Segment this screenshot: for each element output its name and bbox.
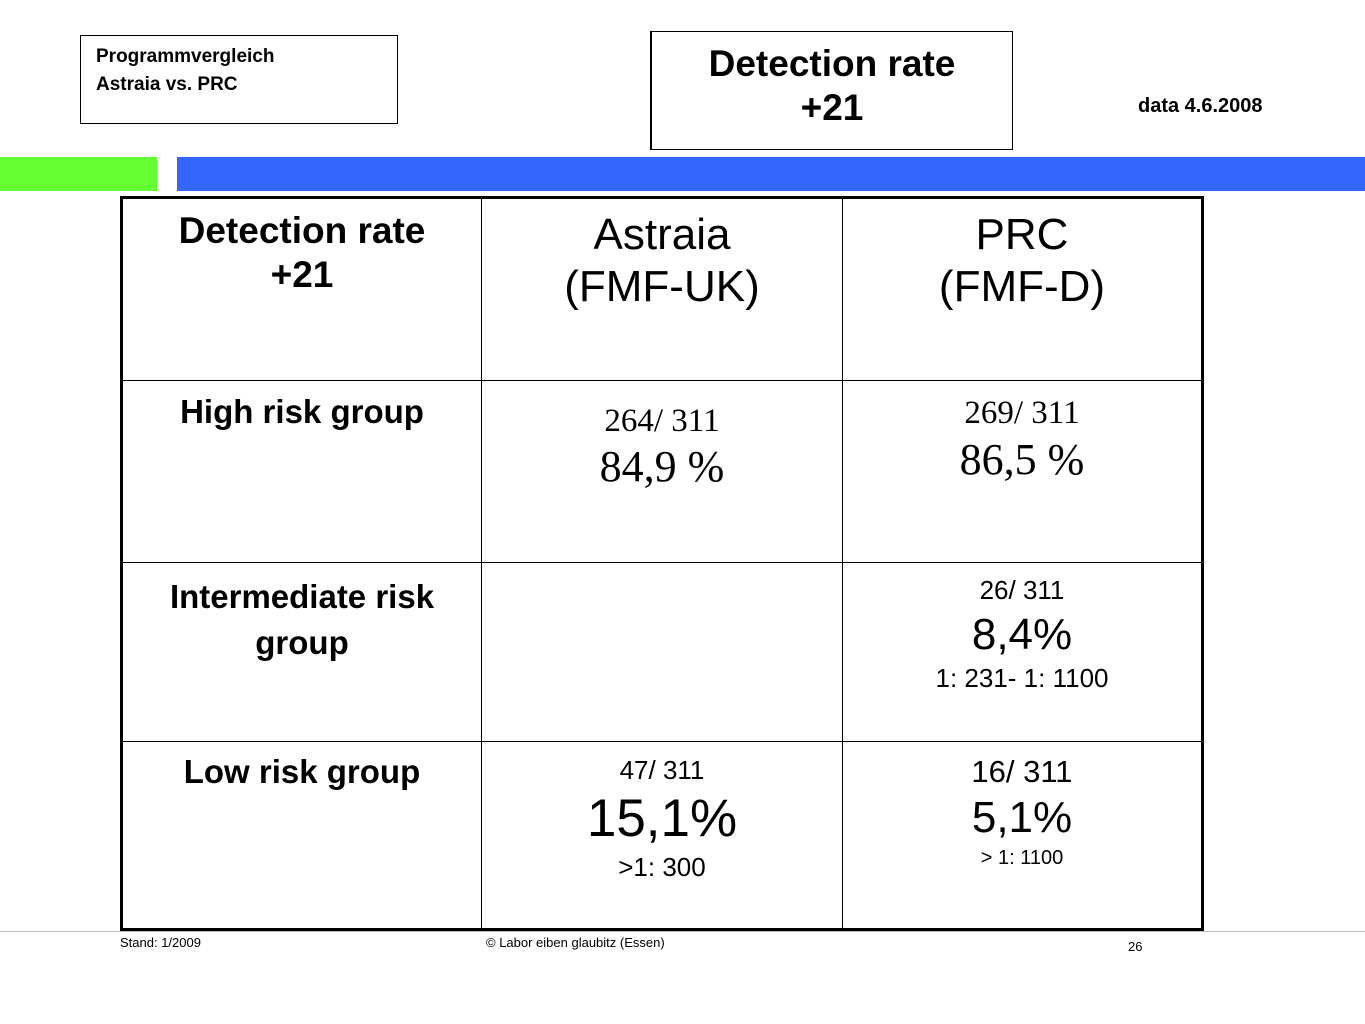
header-prc-line2: (FMF-D): [938, 262, 1106, 311]
header-astraia-line2: (FMF-UK): [564, 262, 760, 311]
footer-divider: [0, 931, 1365, 932]
low-risk-astraia-cell: 47/ 311 15,1% >1: 300: [482, 752, 842, 884]
intermediate-risk-prc-range: 1: 231- 1: 1100: [935, 663, 1109, 693]
low-risk-astraia-count: 47/ 311: [619, 755, 705, 785]
footer-stand: Stand: 1/2009: [120, 935, 201, 950]
row-divider: [123, 562, 1201, 563]
program-title-line2: Astraia vs. PRC: [96, 74, 238, 95]
header-detection-rate-line1: Detection rate: [178, 210, 426, 251]
low-risk-label: Low risk group: [183, 753, 421, 790]
high-risk-astraia-count: 264/ 311: [604, 403, 720, 439]
slide-title-line1: Detection rate: [708, 43, 956, 84]
high-risk-astraia-cell: 264/ 311 84,9 %: [482, 401, 842, 493]
high-risk-label: High risk group: [180, 393, 424, 430]
low-risk-prc-cell: 16/ 311 5,1% > 1: 1100: [843, 753, 1201, 871]
row-divider: [123, 741, 1201, 742]
row-divider: [123, 380, 1201, 381]
high-risk-prc-percent: 86,5 %: [959, 435, 1085, 484]
column-divider: [481, 199, 482, 928]
intermediate-risk-label-line1: Intermediate risk: [169, 578, 435, 615]
intermediate-risk-label-line2: group: [255, 624, 349, 661]
program-title-line1: Programmvergleich: [96, 46, 275, 67]
detection-rate-table: Detection rate +21 Astraia (FMF-UK) PRC …: [120, 196, 1204, 931]
low-risk-astraia-percent: 15,1%: [586, 789, 738, 848]
header-prc-line1: PRC: [975, 210, 1069, 259]
low-risk-astraia-range: >1: 300: [618, 852, 706, 882]
header-cell-prc: PRC (FMF-D): [843, 209, 1201, 313]
intermediate-risk-prc-cell: 26/ 311 8,4% 1: 231- 1: 1100: [843, 572, 1201, 694]
high-risk-prc-cell: 269/ 311 86,5 %: [843, 393, 1201, 487]
slide-title-box: Detection rate +21: [650, 31, 1013, 150]
high-risk-astraia-percent: 84,9 %: [599, 442, 725, 491]
intermediate-risk-prc-percent: 8,4%: [971, 610, 1073, 659]
low-risk-prc-percent: 5,1%: [971, 793, 1073, 842]
header-cell-astraia: Astraia (FMF-UK): [482, 209, 842, 313]
row-label-low-risk: Low risk group: [123, 752, 481, 792]
column-divider: [842, 199, 843, 928]
intermediate-risk-prc-count: 26/ 311: [979, 575, 1065, 605]
high-risk-prc-count: 269/ 311: [964, 395, 1080, 431]
page-number: 26: [1128, 939, 1143, 954]
low-risk-prc-range: > 1: 1100: [980, 847, 1064, 869]
slide-title-line2: +21: [800, 87, 864, 128]
low-risk-prc-count: 16/ 311: [971, 754, 1073, 789]
data-date: data 4.6.2008: [1138, 95, 1263, 117]
header-astraia-line1: Astraia: [593, 210, 731, 259]
green-accent-bar: [0, 157, 157, 191]
header-detection-rate-line2: +21: [270, 254, 334, 295]
header-cell-detection-rate: Detection rate +21: [123, 209, 481, 297]
blue-accent-bar: [177, 157, 1365, 191]
row-label-intermediate-risk: Intermediate risk group: [123, 574, 481, 666]
row-label-high-risk: High risk group: [123, 392, 481, 432]
program-comparison-box: Programmvergleich Astraia vs. PRC: [80, 35, 398, 124]
footer-copyright: © Labor eiben glaubitz (Essen): [486, 935, 665, 950]
